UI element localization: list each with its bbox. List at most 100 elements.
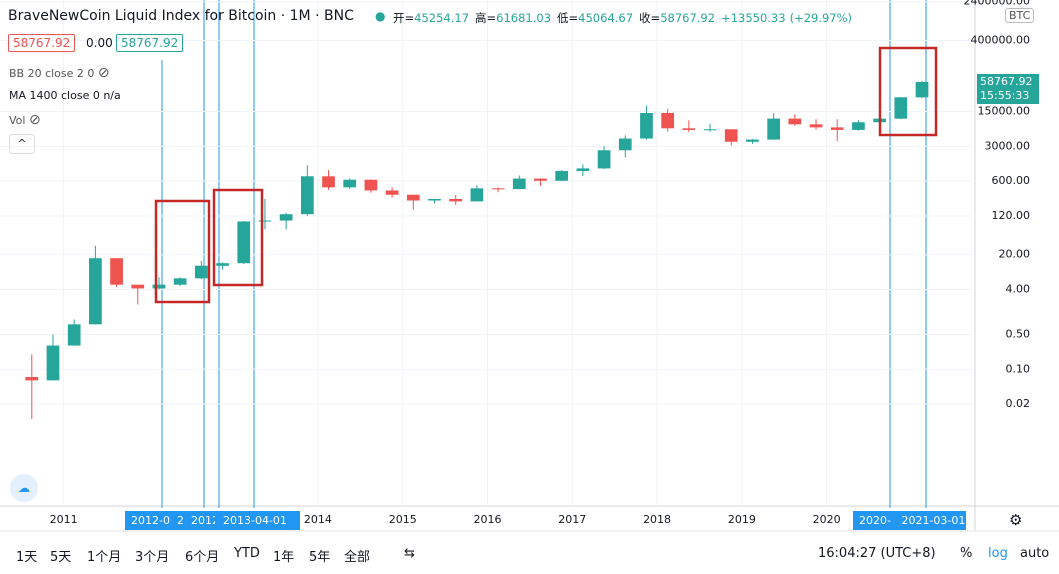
indicator[interactable]: Vol ⊘ <box>9 112 41 128</box>
candle-body <box>89 258 102 325</box>
crosshair-text: 2012-0 <box>131 514 170 527</box>
candle-body <box>25 377 39 381</box>
crosshair-label: 2020- 2021-03-01 <box>853 511 966 530</box>
x-tick-label: 2016 <box>474 513 502 526</box>
candles <box>25 80 929 420</box>
y-tick-label: 20.00 <box>999 248 1031 261</box>
last-price-label: 58767.92 15:55:33 <box>977 74 1039 104</box>
range-button[interactable]: 6个月 <box>185 550 220 565</box>
candle-body <box>640 112 653 139</box>
y-tick-label: 400000.00 <box>971 33 1031 46</box>
collapse-button[interactable]: ^ <box>9 134 35 154</box>
clock: 16:04:27 (UTC+8) <box>818 546 936 561</box>
ohlc-value: 45064.67 <box>578 11 634 25</box>
candle-body <box>110 258 123 285</box>
compare-icon[interactable]: ⇆ <box>404 546 415 561</box>
candle-body <box>852 122 865 130</box>
candle-body <box>152 284 166 289</box>
ohlc-value: 45254.17 <box>414 11 470 25</box>
crosshair-label: 2012-0 2 2012 <box>125 511 219 530</box>
candle-body <box>385 190 399 195</box>
change-pct: (+29.97%) <box>789 11 853 25</box>
x-tick-label: 2015 <box>389 513 417 526</box>
candle-body <box>682 128 696 130</box>
x-tick-label: 2019 <box>728 513 756 526</box>
x-tick-label: 2018 <box>643 513 671 526</box>
logo[interactable]: ☁ <box>10 474 38 502</box>
range-button[interactable]: 5天 <box>50 550 72 565</box>
y-tick-label: 15000.00 <box>978 105 1031 118</box>
range-button[interactable]: 1天 <box>16 550 38 565</box>
x-tick-label: 2017 <box>558 513 586 526</box>
ohlc-value: 61681.03 <box>496 11 552 25</box>
x-tick-label: 2011 <box>50 513 78 526</box>
candle-body <box>703 129 717 131</box>
candle-body <box>830 127 844 130</box>
crosshair-label: 2013-04-01 <box>215 511 300 530</box>
indicator-label: BB 20 close 2 0 <box>9 67 95 80</box>
candle-body <box>555 170 569 181</box>
x-tick-label: 2020 <box>813 513 841 526</box>
range-button[interactable]: 5年 <box>309 550 331 565</box>
spread-box: 0.00 <box>86 36 113 50</box>
highlight-box <box>212 188 264 287</box>
candle-body <box>322 176 335 188</box>
candle-body <box>237 221 251 264</box>
log-toggle[interactable]: log <box>988 546 1008 561</box>
range-button[interactable]: 3个月 <box>135 550 170 565</box>
change: +13550.33 <box>721 11 786 25</box>
candle-body <box>618 138 632 151</box>
candle-body <box>534 178 547 181</box>
candle-body <box>216 263 229 266</box>
candle-body <box>279 214 293 221</box>
price-box: 58767.92 <box>8 34 76 52</box>
y-tick-label: 600.00 <box>992 174 1031 187</box>
highlight-box <box>154 199 211 304</box>
price-box: 58767.92 <box>116 34 184 52</box>
crosshair-text: 2021-03-01 <box>901 514 966 527</box>
grid <box>0 0 975 506</box>
candle-body <box>788 118 802 125</box>
candle-body <box>428 198 441 201</box>
range-button[interactable]: 1年 <box>273 550 295 565</box>
candle-body <box>343 179 357 188</box>
indicator[interactable]: MA 1400 close 0 n/a <box>9 89 121 102</box>
candle-body <box>894 97 908 119</box>
ohlc-label: 低= <box>557 11 579 25</box>
y-tick-label: 0.02 <box>1006 397 1031 410</box>
range-button[interactable]: 1个月 <box>87 550 122 565</box>
settings-icon[interactable]: ⚙ <box>1009 511 1023 529</box>
ohlc: 开=45254.17 高=61681.03 低=45064.67 收=58767.92… <box>393 10 852 26</box>
indicator-label: Vol <box>9 114 26 127</box>
candle-body <box>300 176 314 215</box>
status-dot: ● <box>375 9 386 23</box>
y-tick-label: 0.50 <box>1006 327 1031 340</box>
range-button[interactable]: 全部 <box>344 550 371 565</box>
y-tick-label: 4.00 <box>1006 283 1031 296</box>
y-tick-label: 0.10 <box>1006 362 1031 375</box>
candle-body <box>173 278 187 285</box>
candle-body <box>46 345 60 381</box>
candle-body <box>364 179 378 191</box>
candle-body <box>724 129 738 142</box>
candle-body <box>661 112 675 129</box>
candle-body <box>131 284 145 289</box>
candle-body <box>449 198 463 202</box>
ohlc-label: 收= <box>639 11 661 25</box>
candle-body <box>67 324 81 346</box>
indicator[interactable]: BB 20 close 2 0 ⊘ <box>9 65 110 81</box>
auto-toggle[interactable]: auto <box>1020 546 1050 561</box>
range-button[interactable]: YTD <box>234 546 260 561</box>
candle-body <box>597 150 611 169</box>
percent-toggle[interactable]: % <box>960 546 973 561</box>
crosshair-text: 2012 <box>190 514 219 527</box>
crosshair-text: 2 <box>176 514 184 527</box>
currency-label: BTC <box>1005 8 1035 23</box>
candle-body <box>491 188 505 190</box>
last-price: 58767.92 <box>980 75 1033 88</box>
crosshair-text: 2020- <box>859 514 891 527</box>
ohlc-label: 开= <box>393 11 415 25</box>
